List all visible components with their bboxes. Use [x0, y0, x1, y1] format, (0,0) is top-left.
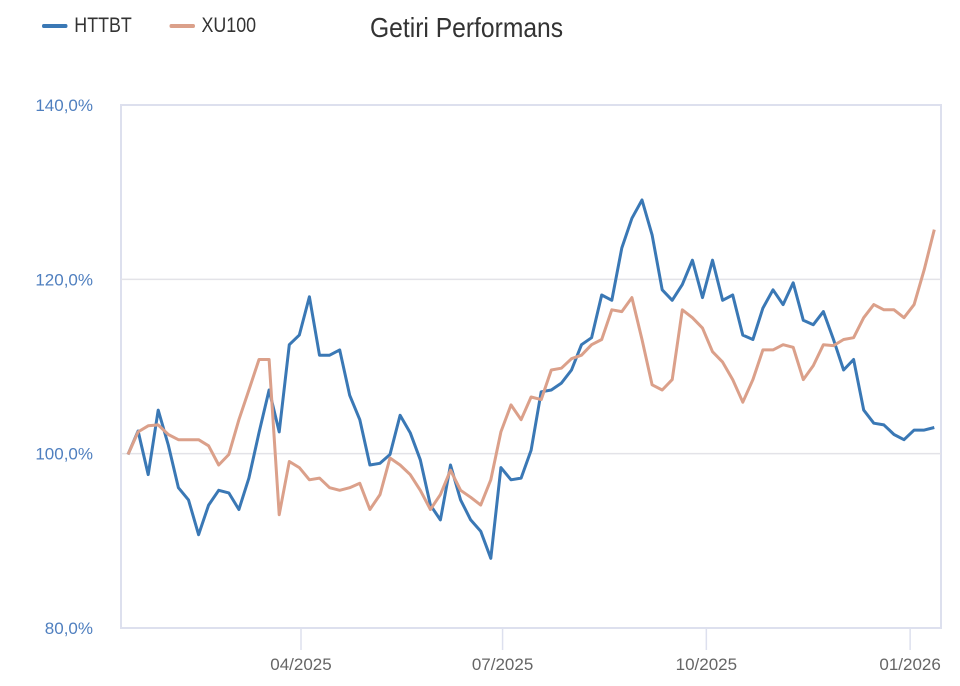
x-tick-label: 04/2025 [270, 655, 331, 674]
y-tick-label: 100,0% [35, 445, 93, 464]
x-tick-label: 10/2025 [676, 655, 737, 674]
x-tick-label: 07/2025 [472, 655, 533, 674]
legend-item-httbt[interactable]: HTTBT [42, 14, 132, 38]
x-tick-label: 01/2026 [879, 655, 940, 674]
legend-item-xu100[interactable]: XU100 [169, 14, 256, 38]
y-tick-label: 140,0% [35, 96, 93, 115]
legend-label: XU100 [201, 14, 257, 37]
legend: HTTBT XU100 [42, 14, 293, 38]
legend-swatch-xu100 [169, 24, 195, 28]
legend-label: HTTBT [74, 14, 132, 37]
series-line-xu100 [126, 229, 936, 517]
legend-swatch-httbt [42, 24, 68, 28]
series-line-httbt [126, 198, 935, 560]
chart-title: Getiri Performans [370, 12, 564, 43]
y-tick-label: 80,0% [45, 619, 93, 638]
y-tick-label: 120,0% [35, 270, 93, 289]
plot-area [120, 104, 942, 629]
